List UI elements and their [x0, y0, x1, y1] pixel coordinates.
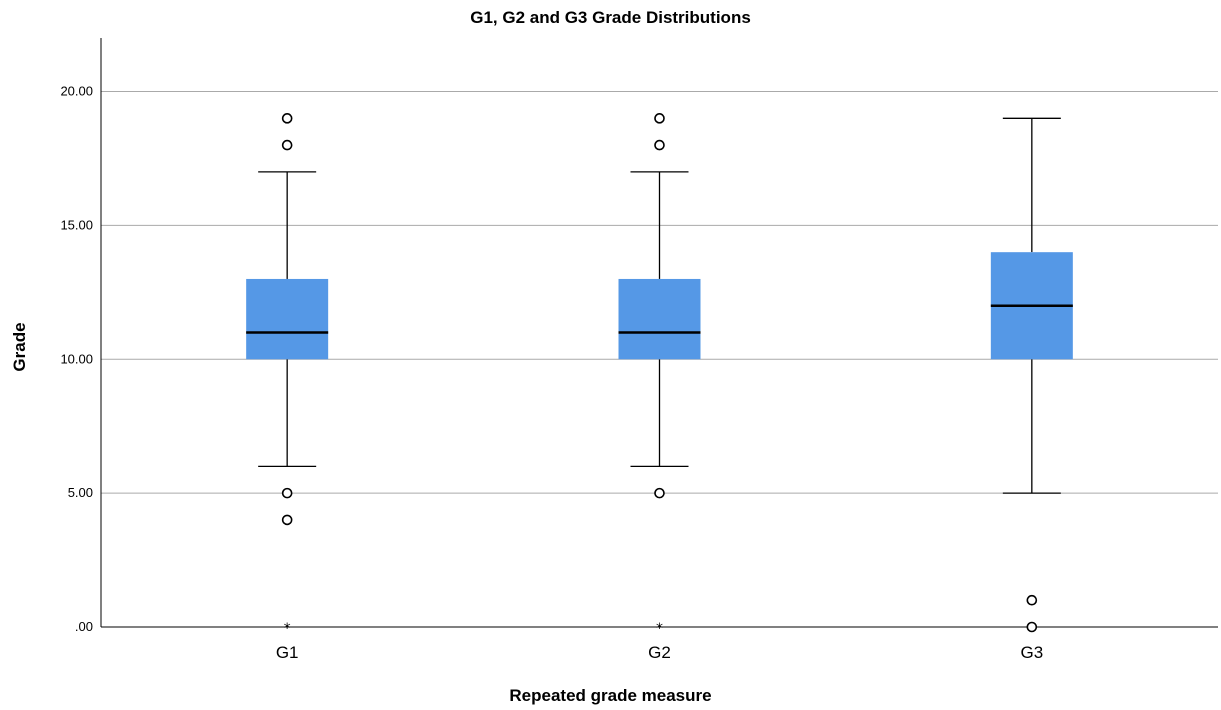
outlier-point [654, 113, 665, 124]
outlier-point [654, 487, 665, 499]
outlier-point [281, 139, 293, 151]
x-tick-label: G2 [648, 643, 671, 662]
chart-title: G1, G2 and G3 Grade Distributions [470, 8, 751, 27]
outlier-point [654, 139, 665, 151]
x-axis-label: Repeated grade measure [509, 686, 712, 705]
y-tick-label: 10.00 [60, 351, 93, 366]
extreme-point: * [656, 621, 663, 637]
iqr-box [618, 278, 701, 360]
x-tick-label: G1 [276, 643, 299, 662]
iqr-box [246, 278, 329, 360]
outlier-point [1026, 621, 1038, 633]
y-tick-label: 5.00 [68, 485, 93, 500]
y-tick-label: 20.00 [60, 84, 93, 99]
outlier-point [281, 514, 293, 526]
outlier-point [281, 487, 293, 499]
y-tick-label: 15.00 [60, 217, 93, 232]
x-tick-label: G3 [1020, 643, 1043, 662]
y-tick-label: .00 [75, 619, 93, 634]
extreme-point: * [284, 621, 291, 637]
outlier-point [1026, 594, 1038, 606]
outlier-point [281, 113, 293, 124]
